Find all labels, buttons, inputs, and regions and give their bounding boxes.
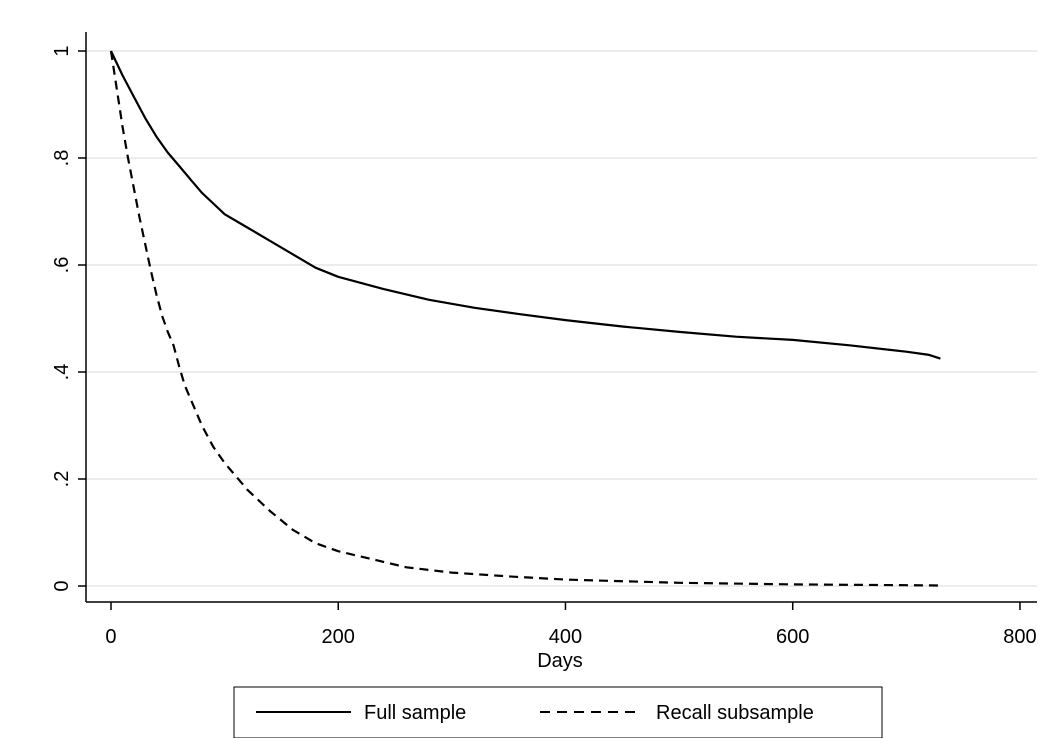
- y-tick-label-1: .2: [51, 471, 73, 488]
- legend: Full sample Recall subsample: [233, 686, 883, 738]
- x-tick-label-3: 600: [776, 626, 809, 648]
- x-tick-label-1: 200: [322, 626, 355, 648]
- y-tick-label-2: .4: [51, 364, 73, 381]
- series-line-full-sample: [110, 50, 941, 360]
- series-layer: [109, 50, 941, 587]
- x-axis-title: Days: [537, 650, 583, 672]
- series-line-recall-subsample: [109, 50, 941, 587]
- legend-label-recall-subsample: Recall subsample: [656, 702, 814, 724]
- grid-lines: [86, 50, 1037, 587]
- x-tick-labels: 0 200 400 600 800: [105, 626, 1036, 648]
- x-tick-label-2: 400: [549, 626, 582, 648]
- y-tick-labels: 0 .2 .4 .6 .8 1: [51, 45, 73, 591]
- y-tick-label-0: 0: [51, 580, 73, 591]
- y-tick-label-5: 1: [51, 45, 73, 56]
- y-tick-label-4: .8: [51, 150, 73, 167]
- axes: [78, 32, 1037, 610]
- y-tick-label-3: .6: [51, 257, 73, 274]
- x-tick-label-0: 0: [105, 626, 116, 648]
- x-tick-label-4: 800: [1003, 626, 1036, 648]
- legend-label-full-sample: Full sample: [364, 702, 466, 724]
